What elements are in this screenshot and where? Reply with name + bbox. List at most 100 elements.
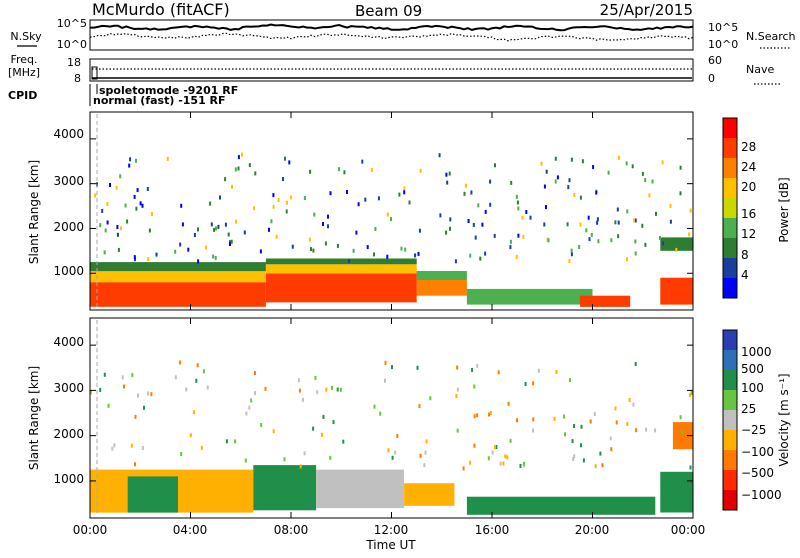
power-speckle-17 — [234, 167, 237, 172]
power-speckle-110 — [386, 212, 389, 217]
power-colorbar-frame — [722, 117, 738, 299]
power-speckle-193 — [570, 157, 573, 162]
velocity-speckle-9 — [429, 396, 432, 401]
velocity-speckle-16 — [456, 428, 459, 433]
power-speckle-53 — [213, 227, 216, 232]
x-tick-5: 20:00 — [575, 523, 610, 537]
velocity-speckle-106 — [524, 382, 527, 386]
power-speckle-69 — [99, 223, 102, 228]
velocity-speckle-46 — [301, 397, 304, 402]
velocity-speckle-61 — [248, 405, 251, 410]
velocity-speckle-72 — [121, 375, 124, 380]
x-tick-2: 08:00 — [274, 523, 309, 537]
power-speckle-218 — [231, 184, 233, 189]
velocity-speckle-39 — [654, 428, 657, 433]
velocity-speckle-23 — [614, 406, 617, 411]
power-speckle-78 — [688, 232, 691, 237]
power-speckle-60 — [454, 259, 457, 264]
power-speckle-187 — [313, 212, 316, 217]
power-speckle-191 — [517, 233, 520, 238]
power-speckle-208 — [419, 168, 422, 173]
velocity-speckle-70 — [471, 367, 474, 372]
velocity-speckle-19 — [495, 445, 498, 449]
power-speckle-177 — [573, 192, 576, 197]
noise-right-tick-top: 10^5 — [708, 21, 738, 34]
power-speckle-172 — [303, 196, 306, 200]
power-speckle-8 — [588, 237, 591, 242]
velocity-speckle-121 — [532, 417, 535, 422]
velocity-speckle-21 — [254, 371, 256, 376]
power-speckle-23 — [254, 171, 257, 176]
power-speckle-171 — [509, 239, 512, 244]
power-speckle-21 — [224, 177, 227, 182]
velocity-speckle-34 — [424, 450, 427, 455]
power-speckle-55 — [469, 253, 472, 258]
velocity-speckle-103 — [419, 453, 422, 458]
power-speckle-211 — [587, 215, 590, 220]
velocity-speckle-89 — [179, 360, 182, 365]
power-speckle-116 — [147, 257, 150, 261]
velocity-region-1 — [127, 476, 178, 513]
velocity-colorbar-frame — [722, 329, 738, 511]
velocity-speckle-60 — [250, 398, 253, 403]
velocity-speckle-108 — [303, 451, 306, 456]
power-speckle-163 — [578, 245, 581, 249]
power-speckle-11 — [568, 259, 571, 263]
power-speckle-173 — [224, 222, 227, 227]
power-speckle-94 — [529, 215, 532, 220]
velocity-speckle-43 — [225, 439, 228, 444]
velocity-region-3 — [316, 469, 404, 509]
power-bar-tick-4: 4 — [741, 268, 749, 282]
power-colorbar-swatch-4 — [723, 198, 737, 219]
velocity-speckle-107 — [384, 360, 387, 365]
power-speckle-95 — [414, 253, 417, 258]
power-speckle-81 — [439, 213, 442, 218]
velocity-speckle-33 — [507, 401, 510, 406]
noise-left-tick-top: 10^5 — [57, 17, 87, 30]
power-speckle-119 — [357, 202, 360, 207]
velocity-speckle-22 — [473, 414, 476, 419]
velocity-speckle-139 — [553, 416, 556, 421]
velocity-speckle-29 — [316, 390, 319, 395]
power-speckle-46 — [116, 225, 119, 229]
velocity-region-4 — [404, 483, 455, 506]
velocity-speckle-115 — [456, 365, 459, 370]
power-colorbar-swatch-0 — [723, 118, 737, 139]
power-speckle-128 — [648, 193, 651, 198]
power-speckle-48 — [268, 227, 270, 232]
power-speckle-84 — [404, 247, 407, 252]
power-speckle-198 — [150, 212, 153, 216]
power-bar-tick-8: 8 — [741, 248, 749, 262]
power-speckle-114 — [133, 194, 136, 199]
power-speckle-10 — [616, 207, 619, 212]
velocity-speckle-68 — [679, 415, 682, 420]
power-speckle-164 — [347, 259, 350, 263]
velocity-speckle-130 — [423, 463, 426, 468]
power-speckle-56 — [494, 163, 496, 168]
power-speckle-181 — [126, 219, 129, 224]
velocity-speckle-101 — [131, 373, 134, 378]
velocity-speckle-27 — [610, 447, 613, 452]
velocity-speckle-12 — [488, 412, 491, 417]
x-tick-6: 00:00 — [671, 523, 706, 537]
velocity-speckle-82 — [499, 461, 502, 466]
power-speckle-161 — [641, 171, 644, 176]
velocity-data — [90, 360, 693, 515]
power-colorbar-swatch-8 — [723, 278, 737, 299]
velocity-bar-tick-25: 25 — [741, 402, 756, 416]
power-speckle-93 — [187, 247, 190, 252]
power-speckle-50 — [516, 200, 519, 205]
velocity-speckle-97 — [195, 378, 198, 383]
power-colorbar-swatch-1 — [723, 138, 737, 159]
power-speckle-202 — [614, 220, 617, 225]
velocity-speckle-98 — [476, 363, 479, 368]
velocity-speckle-74 — [196, 363, 199, 368]
power-speckle-159 — [377, 196, 380, 201]
power-speckle-126 — [148, 228, 151, 233]
power-speckle-206 — [568, 178, 571, 183]
power-speckle-43 — [467, 219, 470, 223]
x-tick-1: 04:00 — [173, 523, 208, 537]
velocity-speckle-86 — [455, 394, 458, 399]
power-speckle-34 — [592, 165, 595, 169]
